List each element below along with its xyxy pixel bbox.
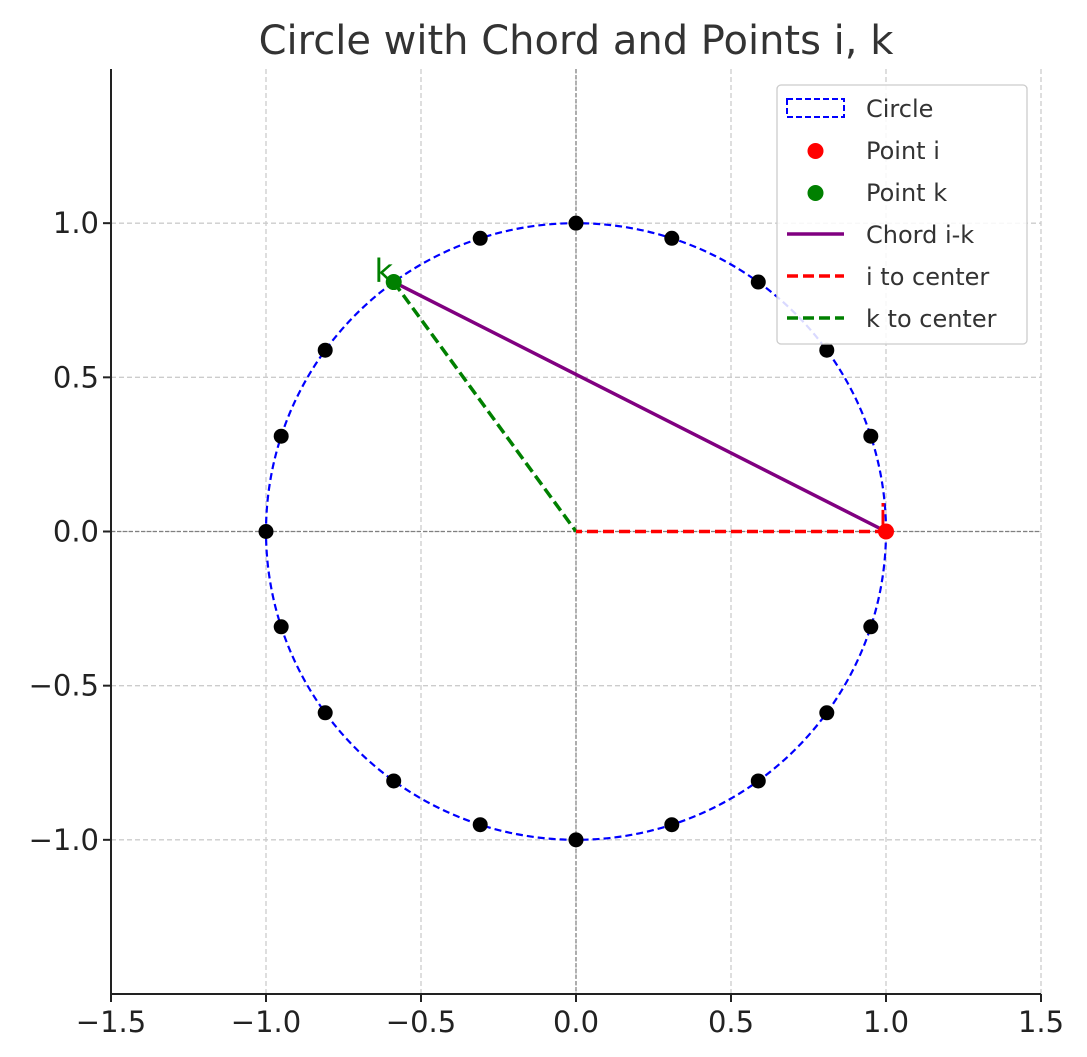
circle-point-12: [317, 705, 333, 721]
circle-point-8: [317, 342, 333, 358]
circle-point-10: [258, 524, 274, 539]
circle-point-11: [273, 619, 289, 635]
x-tick-label-0: −1.5: [76, 1005, 146, 1039]
x-tick-label-4: 0.5: [708, 1005, 754, 1039]
circle-point-19: [863, 619, 879, 635]
circle-point-15: [568, 832, 584, 848]
point-i-label: i: [879, 498, 888, 536]
legend-handle-2: [807, 185, 824, 201]
point-k-marker: [385, 274, 402, 291]
x-tick-label-5: 1.0: [863, 1005, 909, 1039]
y-tick-label-3: −0.5: [29, 669, 99, 703]
y-tick-label-1: 0.5: [53, 360, 99, 394]
circle-point-4: [664, 230, 680, 246]
plot-area: ik: [258, 215, 894, 848]
tick-labels: −1.5 −1.0 −0.5 0.0 0.5 1.0 1.5 1.0 0.5 0.0 −0.5 −1.…: [29, 206, 1064, 1039]
circle-point-5: [568, 215, 584, 231]
legend-label-3: Chord i-k: [866, 221, 974, 249]
y-tick-label-0: 1.0: [53, 206, 99, 240]
circle-point-3: [750, 274, 766, 290]
circle-point-2: [819, 342, 835, 358]
legend-label-2: Point k: [866, 179, 947, 207]
x-tick-label-2: −0.5: [386, 1005, 456, 1039]
y-tick-label-4: −1.0: [29, 823, 99, 857]
legend-label-1: Point i: [866, 137, 940, 165]
circle-point-9: [273, 428, 289, 444]
axes: [103, 69, 1042, 1002]
legend: Circle Point i Point k Chord i-k i to center…: [776, 84, 1028, 345]
legend-label-4: i to center: [866, 263, 989, 291]
point-k-label: k: [374, 252, 393, 290]
legend-label-5: k to center: [866, 305, 997, 333]
circle-point-16: [664, 817, 680, 833]
x-tick-label-1: −1.0: [231, 1005, 301, 1039]
circle-point-6: [472, 230, 488, 246]
circle-point-17: [750, 773, 766, 789]
k-to-center-line: [392, 281, 578, 533]
legend-handle-0: [786, 98, 845, 118]
point-i-marker: [878, 523, 894, 540]
circle-point-14: [472, 817, 488, 833]
circle-point-18: [819, 705, 835, 721]
legend-handle-1: [807, 143, 824, 159]
circle-point-13: [386, 773, 402, 789]
chord-i-k-line: [392, 280, 887, 534]
x-tick-label-3: 0.0: [553, 1005, 599, 1039]
y-tick-label-2: 0.0: [53, 515, 99, 549]
x-tick-label-6: 1.5: [1018, 1005, 1064, 1039]
legend-label-0: Circle: [866, 95, 933, 123]
chart-title: Circle with Chord and Points i, k: [259, 18, 895, 64]
legend-box: [776, 84, 1028, 345]
circle-point-1: [863, 428, 879, 444]
